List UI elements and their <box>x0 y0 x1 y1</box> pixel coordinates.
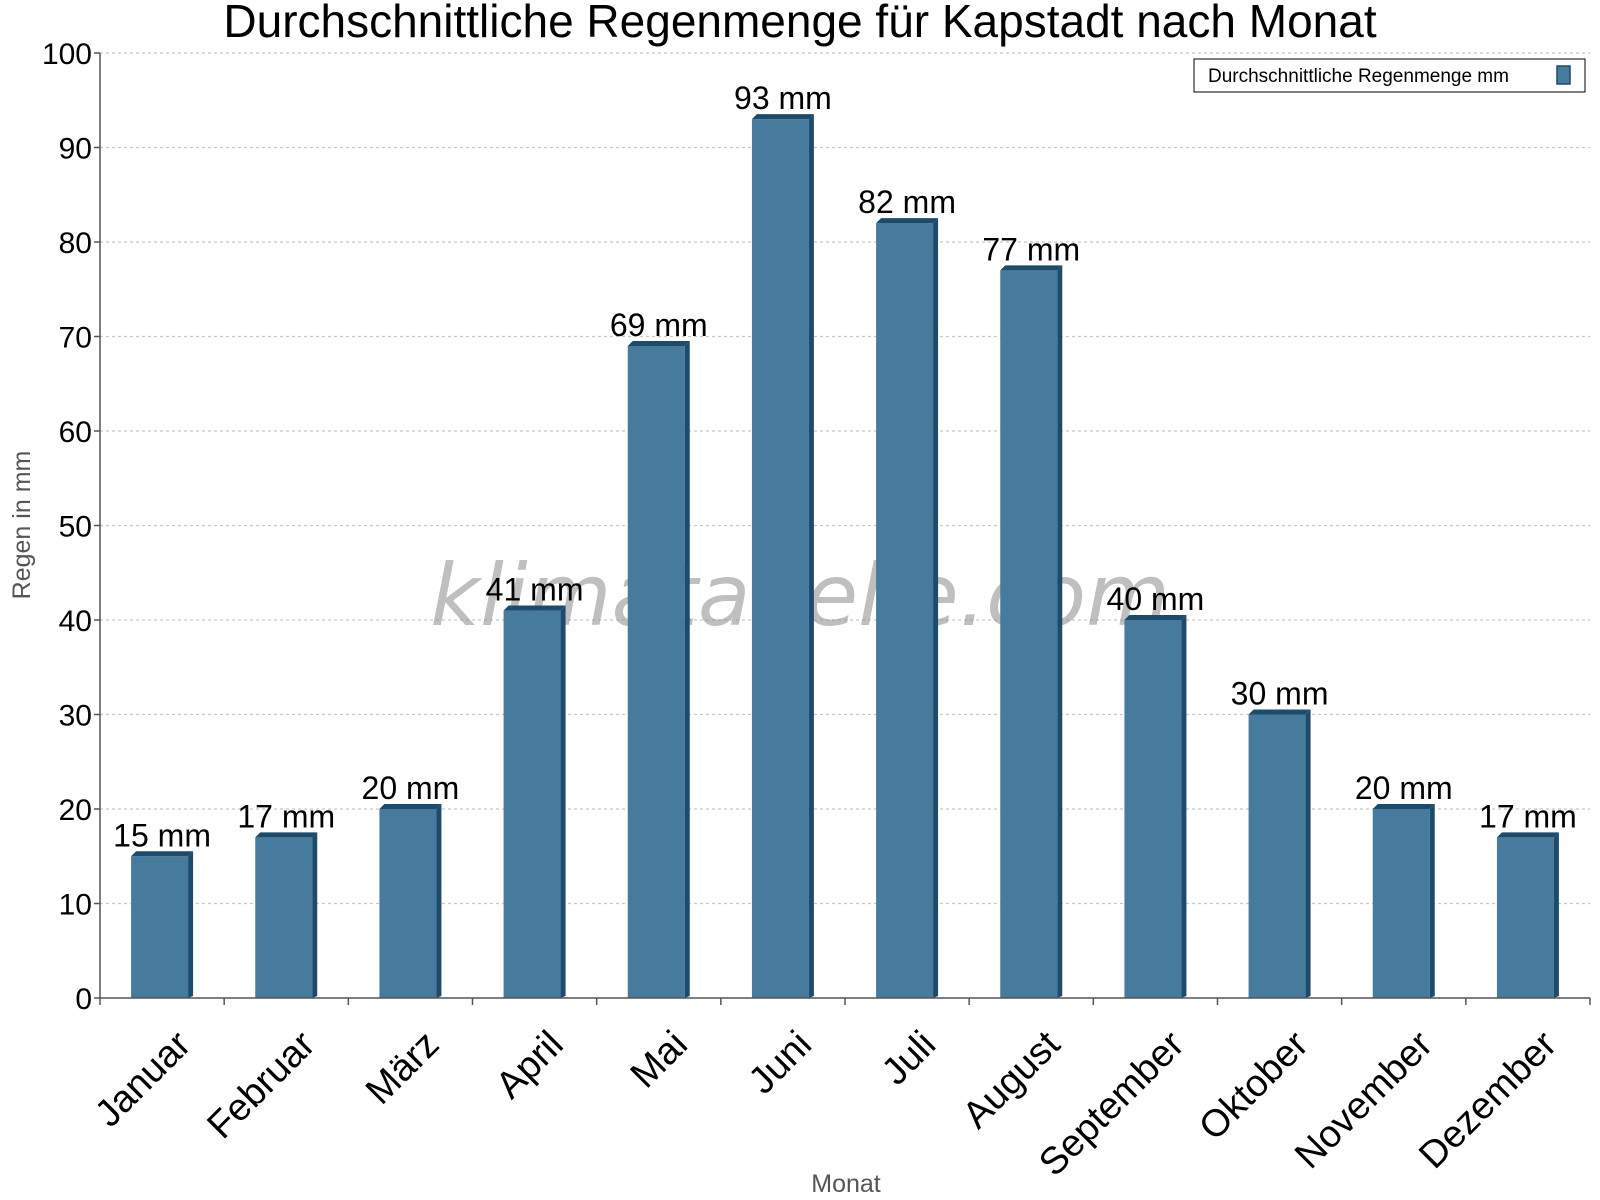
x-tick-label-juni: Juni <box>741 1023 820 1102</box>
bar-front <box>1248 714 1306 998</box>
bar-front <box>131 856 189 998</box>
bar-januar <box>131 851 194 998</box>
x-tick-label-april: April <box>488 1023 571 1106</box>
legend-swatch <box>1556 65 1571 85</box>
y-tick-label-50: 50 <box>59 511 92 544</box>
bar-side <box>1553 832 1559 998</box>
bar-front <box>255 837 313 998</box>
y-tick-label-90: 90 <box>59 133 92 166</box>
bar-front <box>503 610 561 998</box>
data-label-august: 77 mm <box>982 231 1080 267</box>
y-tick-label-0: 0 <box>75 983 92 1016</box>
bar-juni <box>751 114 814 998</box>
bar-side <box>684 340 690 998</box>
bar-top <box>131 851 194 857</box>
bar-front <box>379 809 437 998</box>
bar-side <box>188 851 194 998</box>
bar-top <box>1000 265 1063 271</box>
x-tick-label-januar: Januar <box>87 1023 199 1135</box>
bar-front <box>1496 837 1554 998</box>
data-label-mai: 69 mm <box>610 307 708 343</box>
bar-front <box>876 223 934 999</box>
data-label-dezember: 17 mm <box>1479 798 1577 834</box>
bar-juli <box>876 218 939 999</box>
x-tick-label-juli: Juli <box>874 1023 944 1093</box>
data-label-januar: 15 mm <box>113 817 211 853</box>
data-label-november: 20 mm <box>1355 770 1453 806</box>
y-tick-label-80: 80 <box>59 227 92 260</box>
bar-märz <box>379 804 442 998</box>
axes <box>94 52 1591 1005</box>
bar-side <box>808 114 814 998</box>
bar-oktober <box>1248 709 1311 998</box>
bar-top <box>503 605 566 611</box>
bar-november <box>1372 804 1435 998</box>
bar-side <box>436 804 442 998</box>
data-label-september: 40 mm <box>1107 581 1205 617</box>
data-label-oktober: 30 mm <box>1231 676 1329 712</box>
y-tick-label-40: 40 <box>59 605 92 638</box>
bar-side <box>933 218 939 999</box>
bar-front <box>1372 809 1430 998</box>
y-tick-label-30: 30 <box>59 700 92 733</box>
x-tick-label-mai: Mai <box>623 1023 696 1096</box>
x-axis-label: Monat <box>811 1170 881 1198</box>
y-tick-labels: 0 10 20 30 40 50 60 70 80 90 100 <box>42 38 92 1016</box>
legend-label: Durchschnittliche Regenmenge mm <box>1208 66 1509 87</box>
data-label-juni: 93 mm <box>734 80 832 116</box>
legend-box <box>1193 58 1586 93</box>
y-axis-label: Regen in mm <box>8 451 36 600</box>
bar-september <box>1124 615 1187 998</box>
bar-mai <box>627 340 690 998</box>
bar-top <box>751 114 814 120</box>
grid-lines <box>100 52 1590 905</box>
bar-side <box>1181 615 1187 998</box>
y-tick-label-70: 70 <box>59 322 92 355</box>
x-tick-labels: Januar Februar März April Mai Juni Juli AugustS… <box>87 1023 1565 1184</box>
bar-side <box>1057 265 1063 999</box>
y-tick-label-100: 100 <box>42 38 92 71</box>
bar-top <box>627 340 690 346</box>
data-label-april: 41 mm <box>486 572 584 608</box>
bar-side <box>312 832 318 998</box>
bar-front <box>627 345 685 998</box>
bar-dezember <box>1496 832 1559 998</box>
bar-side <box>1429 804 1435 998</box>
bar-top <box>1248 709 1311 715</box>
data-label-februar: 17 mm <box>237 798 335 834</box>
y-tick-label-60: 60 <box>59 416 92 449</box>
data-label-juli: 82 mm <box>858 184 956 220</box>
bar-side <box>1305 709 1311 998</box>
bar-april <box>503 605 566 998</box>
bar-top <box>1124 615 1187 620</box>
chart-title: Durchschnittliche Regenmenge für Kapstad… <box>223 0 1376 47</box>
bar-august <box>1000 265 1063 999</box>
bar-top <box>876 218 939 224</box>
bar-top <box>1496 832 1559 838</box>
data-labels: 15 mm 17 mm 20 mm 41 mm 69 mm 93 mm 82 mm 77 mm… <box>113 80 1577 853</box>
x-tick-label-märz: März <box>358 1023 447 1112</box>
x-tick-label-august: August <box>955 1023 1069 1137</box>
y-tick-label-20: 20 <box>59 794 92 827</box>
bar-februar <box>255 832 318 998</box>
y-tick-label-10: 10 <box>59 889 92 922</box>
bar-front <box>1124 620 1182 998</box>
data-label-märz: 20 mm <box>362 770 460 806</box>
x-tick-label-dezember: Dezember <box>1411 1023 1565 1177</box>
legend: Durchschnittliche Regenmenge mm <box>1193 58 1586 93</box>
bar-top <box>379 804 442 809</box>
x-tick-label-oktober: Oktober <box>1191 1023 1317 1149</box>
bar-side <box>560 605 566 998</box>
bar-front <box>751 119 809 998</box>
bar-front <box>1000 270 1058 999</box>
x-tick-label-februar: Februar <box>199 1023 323 1147</box>
bars-group <box>131 114 1559 999</box>
bar-top <box>1372 804 1435 809</box>
bar-top <box>255 832 318 838</box>
